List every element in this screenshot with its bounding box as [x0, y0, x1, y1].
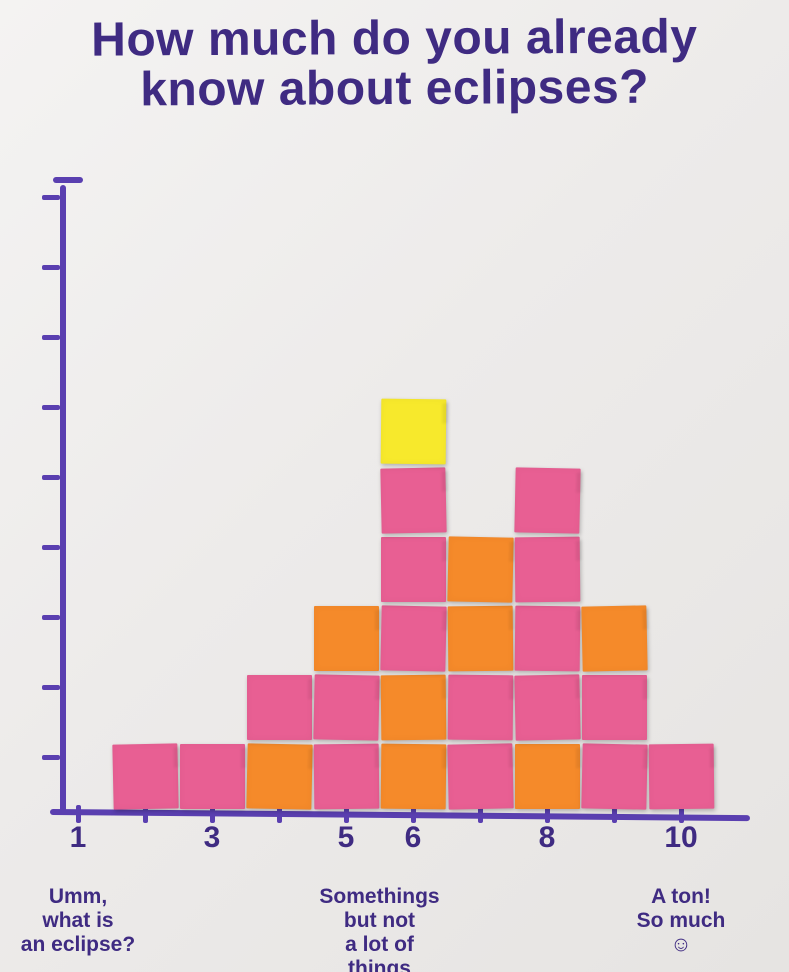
x-axis-label: 6 — [405, 821, 422, 855]
sticky-note — [112, 743, 178, 809]
sticky-note-histogram: 1356810 — [50, 185, 750, 845]
sticky-note — [380, 675, 446, 741]
sticky-note — [648, 744, 714, 810]
sticky-note — [246, 743, 312, 809]
sticky-note — [313, 744, 379, 810]
y-axis-tick — [42, 405, 60, 410]
y-axis-tick — [42, 685, 60, 690]
y-axis-tick — [42, 475, 60, 480]
sticky-note — [313, 674, 379, 740]
sticky-note — [180, 744, 245, 809]
sticky-note — [514, 537, 580, 603]
sticky-note — [247, 675, 312, 740]
y-axis-tick — [42, 545, 60, 550]
x-axis-label: 1 — [70, 821, 87, 855]
y-axis-tick — [42, 335, 60, 340]
sticky-note — [447, 675, 513, 741]
y-axis-tick — [42, 195, 60, 200]
x-axis-label: 3 — [204, 821, 221, 855]
x-axis-annotation: A ton! So much ☺ — [627, 885, 735, 957]
x-axis-label: 5 — [338, 821, 355, 855]
chart-title: How much do you already know about eclip… — [0, 12, 789, 117]
sticky-note — [447, 536, 513, 602]
sticky-note — [314, 606, 379, 671]
sticky-note — [514, 467, 580, 533]
y-axis-cap — [53, 177, 83, 183]
sticky-note — [380, 605, 446, 671]
x-axis-label: 8 — [539, 821, 556, 855]
x-axis-annotation: Umm, what is an eclipse? — [21, 885, 135, 957]
sticky-note — [380, 467, 446, 533]
title-line-1: How much do you already — [0, 12, 789, 67]
sticky-note — [514, 674, 580, 740]
sticky-note — [582, 675, 647, 740]
sticky-note — [514, 606, 580, 672]
title-line-2: know about eclipses? — [0, 62, 789, 117]
y-axis-tick — [42, 615, 60, 620]
sticky-note — [581, 743, 647, 809]
sticky-note — [381, 537, 446, 602]
x-axis-label: 10 — [664, 821, 697, 855]
y-axis-line — [60, 185, 66, 815]
paper-background: How much do you already know about eclip… — [0, 0, 789, 972]
sticky-note — [515, 744, 580, 809]
sticky-note — [581, 605, 647, 671]
y-axis-tick — [42, 265, 60, 270]
x-axis-annotation: Somethings but not a lot of things — [319, 885, 439, 972]
sticky-note — [380, 399, 446, 465]
sticky-note — [447, 743, 513, 809]
y-axis-tick — [42, 755, 60, 760]
sticky-note — [447, 606, 513, 672]
sticky-note — [380, 744, 446, 810]
x-axis-line — [50, 809, 750, 821]
